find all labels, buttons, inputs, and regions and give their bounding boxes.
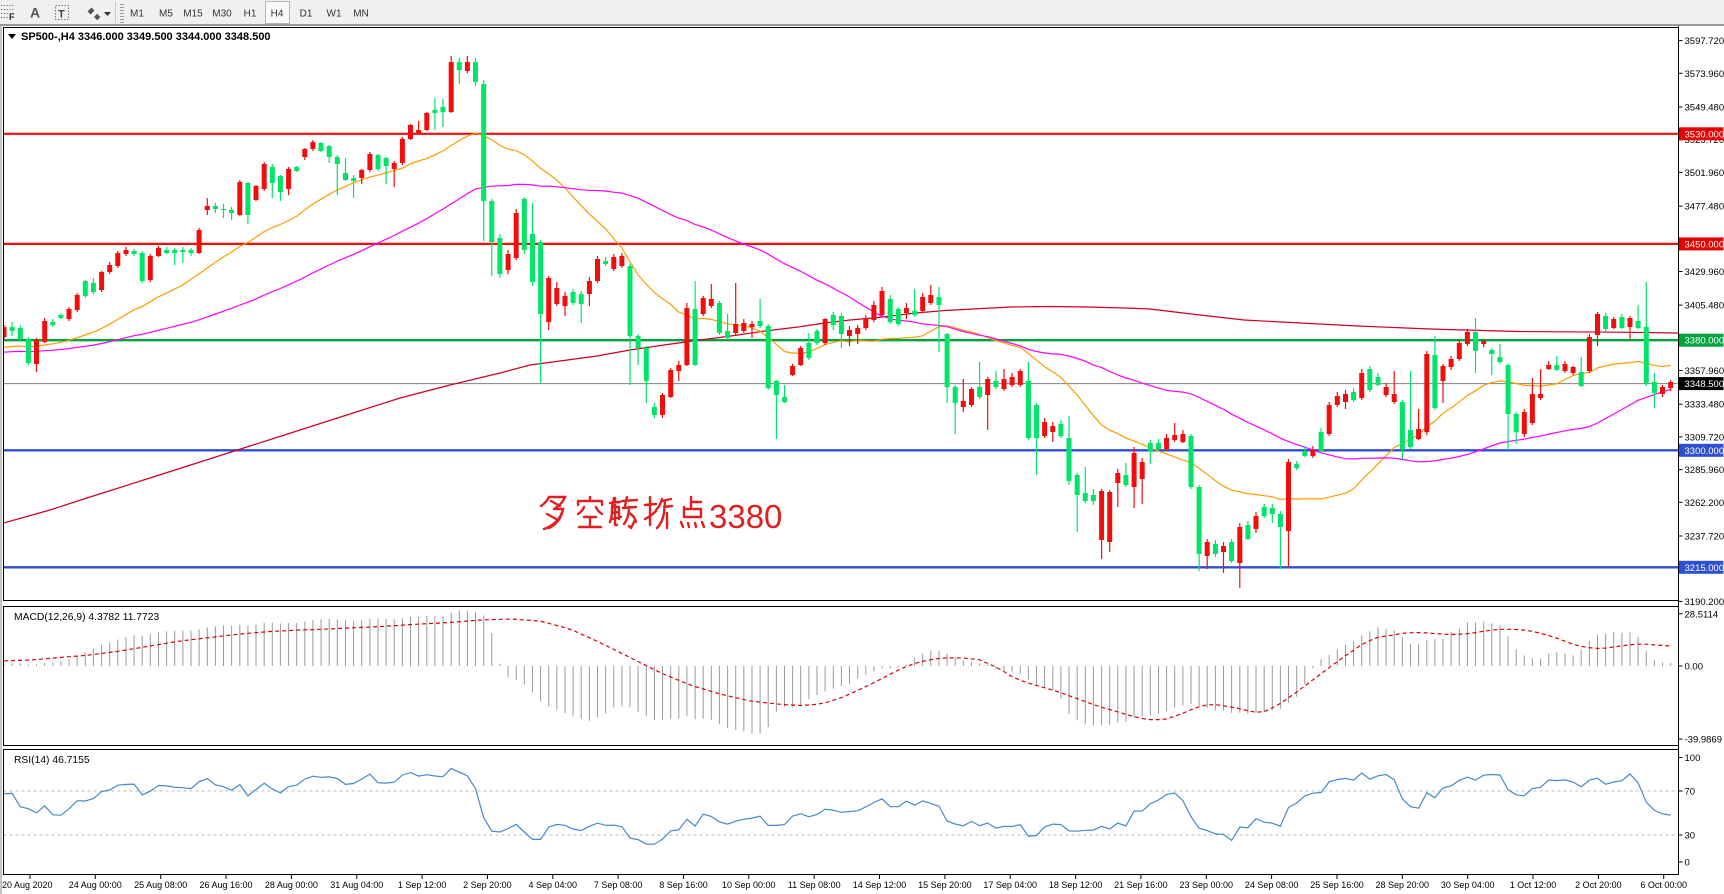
svg-text:3573.960: 3573.960	[1685, 69, 1724, 80]
svg-text:25 Sep 16:00: 25 Sep 16:00	[1310, 880, 1364, 890]
svg-text:3380: 3380	[709, 498, 782, 535]
svg-text:MN: MN	[353, 9, 369, 20]
svg-text:MACD(12,26,9) 4.3782 11.7723: MACD(12,26,9) 4.3782 11.7723	[14, 612, 159, 623]
svg-text:28 Sep 20:00: 28 Sep 20:00	[1376, 880, 1430, 890]
svg-text:24 Sep 08:00: 24 Sep 08:00	[1245, 880, 1299, 890]
svg-text:2 Oct 20:00: 2 Oct 20:00	[1575, 880, 1622, 890]
svg-text:H4: H4	[271, 9, 284, 20]
svg-text:18 Sep 12:00: 18 Sep 12:00	[1049, 880, 1103, 890]
svg-text:20 Aug 2020: 20 Aug 2020	[2, 880, 53, 890]
svg-text:M1: M1	[130, 9, 144, 20]
svg-text:F: F	[9, 12, 15, 22]
svg-text:21 Sep 16:00: 21 Sep 16:00	[1114, 880, 1168, 890]
svg-text:0: 0	[1685, 858, 1690, 869]
svg-text:H1: H1	[244, 9, 257, 20]
svg-text:3357.960: 3357.960	[1685, 366, 1724, 377]
svg-text:3215.000: 3215.000	[1685, 563, 1724, 574]
svg-text:3429.960: 3429.960	[1685, 267, 1724, 278]
svg-text:3450.000: 3450.000	[1685, 239, 1724, 250]
svg-text:28 Aug 00:00: 28 Aug 00:00	[265, 880, 318, 890]
svg-text:W1: W1	[327, 9, 342, 20]
svg-text:3300.000: 3300.000	[1685, 446, 1724, 457]
svg-text:3285.960: 3285.960	[1685, 465, 1724, 476]
svg-text:7 Sep 08:00: 7 Sep 08:00	[594, 880, 643, 890]
svg-text:A: A	[30, 5, 40, 21]
svg-text:RSI(14) 46.7155: RSI(14) 46.7155	[14, 755, 90, 766]
svg-text:T: T	[58, 9, 65, 21]
svg-text:0.00: 0.00	[1685, 662, 1704, 673]
svg-text:3333.480: 3333.480	[1685, 400, 1724, 411]
svg-text:23 Sep 00:00: 23 Sep 00:00	[1180, 880, 1234, 890]
svg-text:3380.000: 3380.000	[1685, 336, 1724, 347]
svg-text:17 Sep 04:00: 17 Sep 04:00	[983, 880, 1037, 890]
svg-text:1 Sep 12:00: 1 Sep 12:00	[398, 880, 447, 890]
svg-text:-39.9869: -39.9869	[1685, 735, 1723, 746]
svg-text:M5: M5	[159, 9, 173, 20]
svg-text:1 Oct 12:00: 1 Oct 12:00	[1510, 880, 1557, 890]
svg-text:4 Sep 04:00: 4 Sep 04:00	[529, 880, 578, 890]
svg-text:31 Aug 04:00: 31 Aug 04:00	[330, 880, 383, 890]
svg-text:3597.720: 3597.720	[1685, 36, 1724, 47]
svg-text:26 Aug 16:00: 26 Aug 16:00	[199, 880, 252, 890]
svg-text:8 Sep 16:00: 8 Sep 16:00	[659, 880, 708, 890]
svg-text:30 Sep 04:00: 30 Sep 04:00	[1441, 880, 1495, 890]
svg-text:100: 100	[1685, 753, 1701, 764]
svg-text:3190.200: 3190.200	[1685, 597, 1724, 608]
svg-text:6 Oct 00:00: 6 Oct 00:00	[1640, 880, 1687, 890]
svg-text:3262.200: 3262.200	[1685, 498, 1724, 509]
svg-text:3477.480: 3477.480	[1685, 202, 1724, 213]
svg-text:3309.720: 3309.720	[1685, 432, 1724, 443]
svg-text:3405.480: 3405.480	[1685, 301, 1724, 312]
svg-text:SP500-,H4 3346.000 3349.500 3: SP500-,H4 3346.000 3349.500 3344.000 334…	[21, 31, 271, 43]
svg-text:25 Aug 08:00: 25 Aug 08:00	[134, 880, 187, 890]
svg-text:24 Aug 00:00: 24 Aug 00:00	[69, 880, 122, 890]
svg-text:3348.500: 3348.500	[1685, 379, 1724, 390]
svg-text:3549.480: 3549.480	[1685, 103, 1724, 114]
svg-text:3501.960: 3501.960	[1685, 168, 1724, 179]
svg-text:M15: M15	[183, 9, 203, 20]
svg-text:30: 30	[1685, 831, 1696, 842]
svg-text:D1: D1	[300, 9, 313, 20]
svg-text:11 Sep 08:00: 11 Sep 08:00	[788, 880, 841, 890]
svg-text:15 Sep 20:00: 15 Sep 20:00	[918, 880, 972, 890]
svg-text:2 Sep 20:00: 2 Sep 20:00	[463, 880, 512, 890]
svg-text:3525.720: 3525.720	[1685, 135, 1724, 146]
svg-text:70: 70	[1685, 787, 1696, 798]
svg-text:10 Sep 00:00: 10 Sep 00:00	[722, 880, 776, 890]
svg-text:28.5114: 28.5114	[1685, 609, 1719, 620]
svg-text:14 Sep 12:00: 14 Sep 12:00	[853, 880, 907, 890]
svg-text:3237.720: 3237.720	[1685, 532, 1724, 543]
svg-text:3530.000: 3530.000	[1685, 129, 1724, 140]
svg-text:M30: M30	[212, 9, 232, 20]
